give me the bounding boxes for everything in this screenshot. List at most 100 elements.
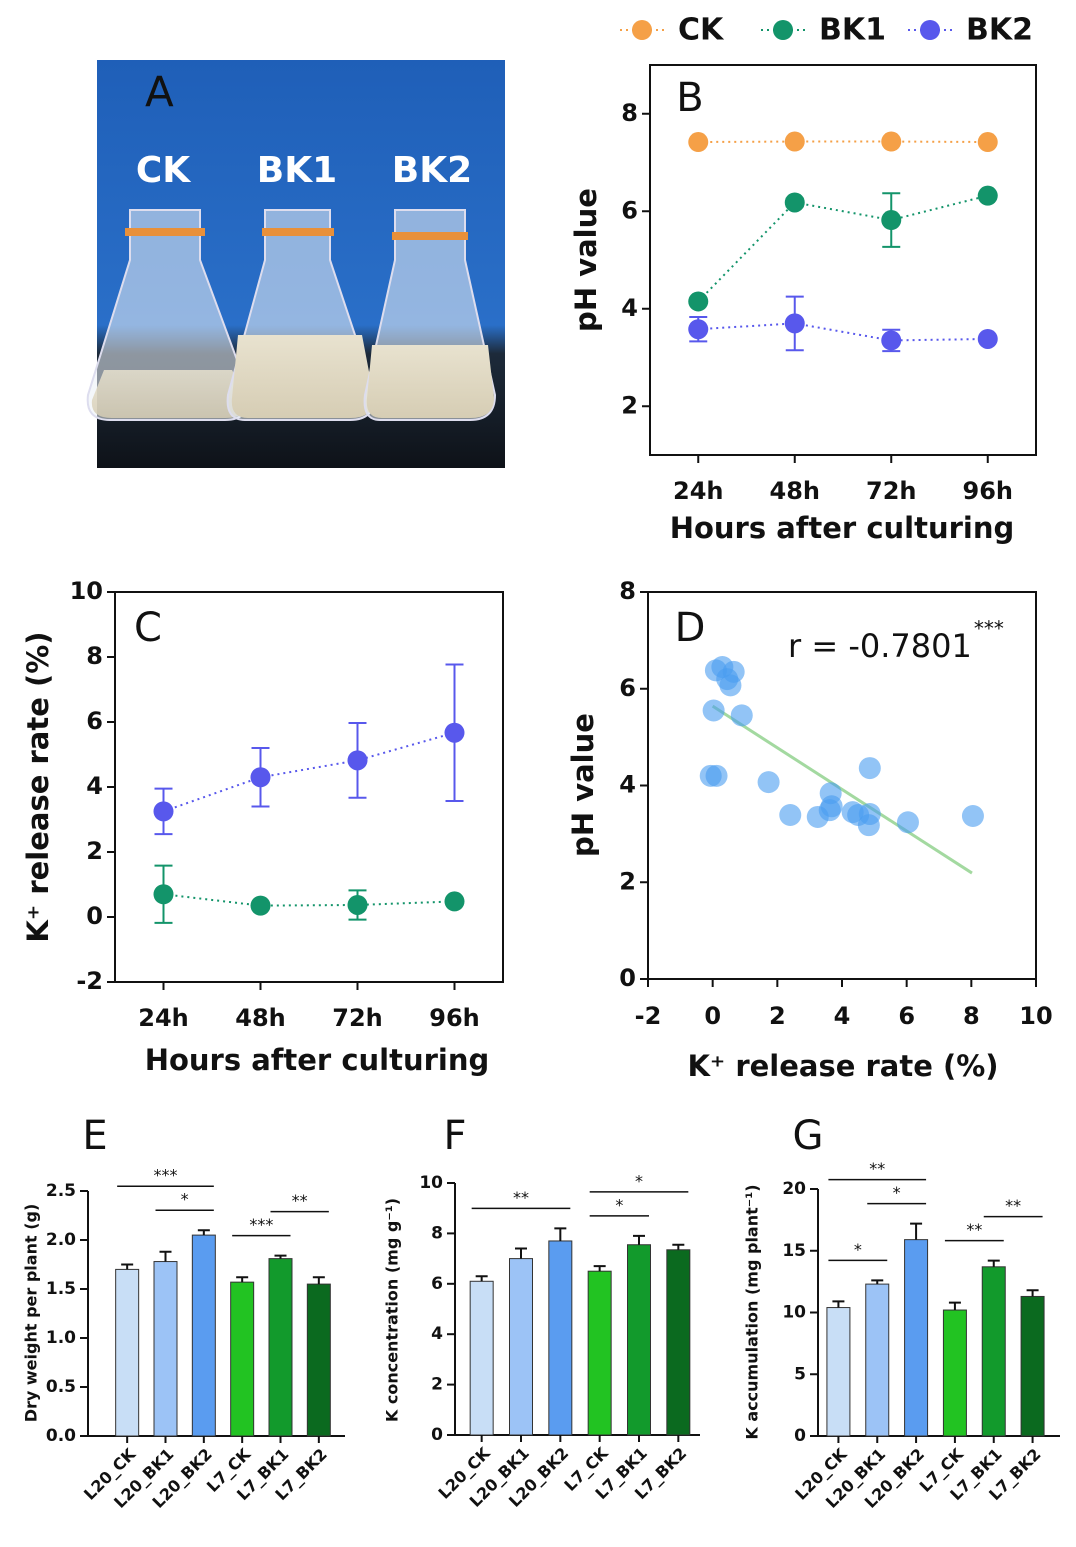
x-tick-label: 72h bbox=[332, 1004, 382, 1032]
y-tick-label: 4 bbox=[86, 772, 103, 800]
y-tick-label: 0 bbox=[619, 964, 636, 992]
data-point bbox=[444, 722, 465, 743]
error-bar bbox=[593, 1265, 606, 1272]
y-tick-label: 10 bbox=[782, 1303, 806, 1323]
error-bar bbox=[832, 1300, 845, 1308]
significance-label: * bbox=[615, 1195, 623, 1214]
x-tick-label: 48h bbox=[235, 1004, 285, 1032]
error-bar bbox=[1026, 1289, 1039, 1297]
data-point bbox=[730, 704, 753, 727]
y-axis-label: K accumulation (mg plant⁻¹) bbox=[743, 1184, 762, 1439]
data-point bbox=[688, 132, 709, 153]
bar bbox=[548, 1240, 573, 1436]
bar bbox=[942, 1309, 967, 1437]
fit-line bbox=[711, 704, 973, 875]
significance-label: ** bbox=[513, 1188, 529, 1207]
significance-label: ** bbox=[292, 1191, 308, 1210]
data-point bbox=[779, 804, 802, 827]
flask bbox=[226, 209, 377, 421]
x-tick-label: 8 bbox=[963, 1002, 980, 1030]
data-point bbox=[250, 895, 271, 916]
data-point bbox=[784, 131, 805, 152]
data-point bbox=[153, 884, 174, 905]
bar bbox=[627, 1244, 651, 1436]
error-bar bbox=[274, 1254, 287, 1259]
y-tick-label: 10 bbox=[419, 1173, 443, 1193]
plot-frame bbox=[114, 591, 504, 983]
panel-label: E bbox=[82, 1113, 107, 1159]
x-tick-label: 96h bbox=[963, 477, 1013, 505]
error-bar bbox=[948, 1301, 961, 1311]
bar bbox=[666, 1249, 691, 1436]
significance-label: * bbox=[893, 1183, 901, 1202]
flask bbox=[363, 209, 497, 421]
x-tick-label: 48h bbox=[770, 477, 820, 505]
error-bar bbox=[236, 1276, 249, 1283]
y-tick-label: 0 bbox=[794, 1426, 806, 1446]
annotation: r = -0.7801 bbox=[788, 627, 972, 665]
y-tick-label: 6 bbox=[621, 196, 638, 224]
y-tick-label: 0.0 bbox=[46, 1426, 76, 1446]
x-tick-label: 10 bbox=[1019, 1002, 1052, 1030]
y-tick-label: 0 bbox=[86, 902, 103, 930]
y-tick-label: 6 bbox=[431, 1274, 443, 1294]
y-tick-label: 8 bbox=[431, 1223, 443, 1243]
data-point bbox=[977, 328, 998, 349]
bar bbox=[230, 1281, 255, 1437]
significance-label: * bbox=[635, 1171, 643, 1190]
data-point bbox=[250, 767, 271, 788]
significance-label: *** bbox=[249, 1215, 273, 1234]
y-axis-label: Dry weight per plant (g) bbox=[22, 1204, 41, 1423]
flask-label: BK2 bbox=[392, 150, 472, 191]
data-point bbox=[705, 764, 728, 787]
error-bar bbox=[515, 1247, 527, 1259]
significance-label: ** bbox=[1005, 1196, 1021, 1215]
x-tick-label: 24h bbox=[673, 477, 723, 505]
y-tick-label: -2 bbox=[76, 967, 103, 995]
data-point bbox=[881, 210, 902, 231]
flask-label: CK bbox=[136, 150, 191, 191]
data-point bbox=[961, 804, 984, 827]
y-tick-label: 1.0 bbox=[46, 1328, 76, 1348]
bar bbox=[865, 1283, 890, 1437]
y-axis-label: K⁺ release rate (%) bbox=[21, 631, 55, 942]
data-point bbox=[688, 291, 709, 312]
y-tick-label: 8 bbox=[619, 577, 636, 605]
chart-panel: C K⁺ release rate (%) Hours after culturin… bbox=[21, 577, 504, 1077]
bar bbox=[981, 1266, 1006, 1437]
y-tick-label: 0.5 bbox=[46, 1377, 76, 1397]
y-tick-label: 6 bbox=[619, 674, 636, 702]
error-bar bbox=[987, 1259, 1000, 1267]
x-axis-label: K⁺ release rate (%) bbox=[687, 1049, 998, 1083]
bar bbox=[306, 1283, 331, 1437]
data-point bbox=[818, 799, 841, 822]
error-bar bbox=[312, 1276, 325, 1285]
y-tick-label: 2 bbox=[621, 391, 638, 419]
data-point bbox=[977, 185, 998, 206]
series-line bbox=[163, 893, 455, 907]
panel-label: G bbox=[793, 1113, 824, 1159]
data-point bbox=[444, 891, 465, 912]
data-point bbox=[857, 814, 880, 837]
x-tick-label: 72h bbox=[866, 477, 916, 505]
series-line bbox=[163, 731, 455, 813]
legend-label: BK1 bbox=[819, 13, 886, 48]
x-tick-label: 96h bbox=[429, 1004, 479, 1032]
bar bbox=[115, 1268, 140, 1437]
legend-marker bbox=[920, 20, 940, 40]
data-point bbox=[881, 330, 902, 351]
y-tick-label: 2 bbox=[619, 867, 636, 895]
y-axis-label: pH value bbox=[566, 713, 600, 857]
series-line bbox=[697, 194, 988, 303]
x-tick-label: 0 bbox=[704, 1002, 721, 1030]
data-point bbox=[347, 894, 368, 915]
y-tick-label: 4 bbox=[619, 771, 636, 799]
legend-marker bbox=[632, 20, 652, 40]
y-tick-label: 8 bbox=[621, 99, 638, 127]
chart-panel: FK concentration (mg g⁻¹)0246810L20_CKL2… bbox=[383, 1113, 700, 1511]
bar bbox=[191, 1234, 216, 1437]
significance-label: ** bbox=[966, 1220, 982, 1239]
x-tick-label: 2 bbox=[769, 1002, 786, 1030]
y-tick-label: 2.5 bbox=[46, 1181, 76, 1201]
